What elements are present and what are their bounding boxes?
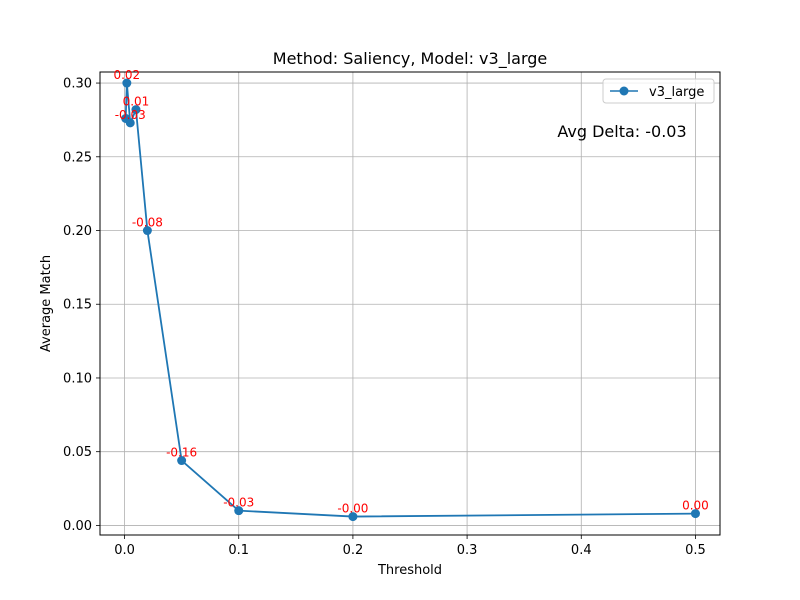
y-tick-label: 0.10: [63, 371, 92, 386]
x-tick-label: 0.0: [114, 543, 135, 558]
x-tick-label: 0.2: [343, 543, 364, 558]
x-axis-label: Threshold: [377, 563, 442, 578]
x-tick-label: 0.1: [228, 543, 249, 558]
plot-frame: [99, 71, 721, 536]
data-label: -0.08: [132, 216, 163, 230]
data-labels: 0.02-0.030.01-0.08-0.16-0.03 -0.00 0.00: [113, 68, 708, 516]
data-label: 0.02: [113, 68, 140, 82]
data-point: [142, 226, 152, 236]
data-label: 0.00: [682, 499, 709, 513]
data-label: -0.00: [337, 502, 368, 516]
data-point: [348, 512, 358, 522]
legend-marker: [619, 86, 629, 96]
y-tick-label: 0.20: [63, 224, 92, 239]
y-tick-label: 0.15: [63, 298, 92, 313]
y-tick-label: 0.00: [63, 519, 92, 534]
y-axis-label: Average Match: [39, 255, 54, 352]
chart-title: Method: Saliency, Model: v3_large: [273, 49, 547, 69]
data-point: [131, 105, 141, 115]
data-point: [234, 506, 244, 516]
y-tick-label: 0.30: [63, 77, 92, 92]
data-label: -0.16: [166, 446, 197, 460]
avg-delta-annotation: Avg Delta: -0.03: [557, 122, 686, 141]
series-v3-large: [121, 78, 700, 522]
data-point: [690, 509, 700, 519]
legend-box: [602, 78, 715, 104]
data-point: [122, 78, 132, 88]
y-tick-label: 0.25: [63, 150, 92, 165]
x-axis: 0.0 0.1 0.2 0.3 0.4 0.5: [114, 535, 706, 558]
data-point: [177, 456, 187, 466]
data-label: -0.03: [115, 108, 146, 122]
x-tick-label: 0.3: [457, 543, 478, 558]
x-tick-label: 0.4: [571, 543, 592, 558]
y-axis: 0.00 0.05 0.10 0.15 0.20 0.25 0.30: [63, 77, 100, 534]
data-label: 0.01: [123, 95, 150, 109]
grid: [100, 72, 720, 535]
legend-label: v3_large: [649, 85, 704, 100]
y-tick-label: 0.05: [63, 445, 92, 460]
data-label: -0.03: [223, 496, 254, 510]
x-tick-label: 0.5: [685, 543, 706, 558]
legend: v3_large: [602, 78, 715, 104]
data-point: [125, 118, 135, 128]
